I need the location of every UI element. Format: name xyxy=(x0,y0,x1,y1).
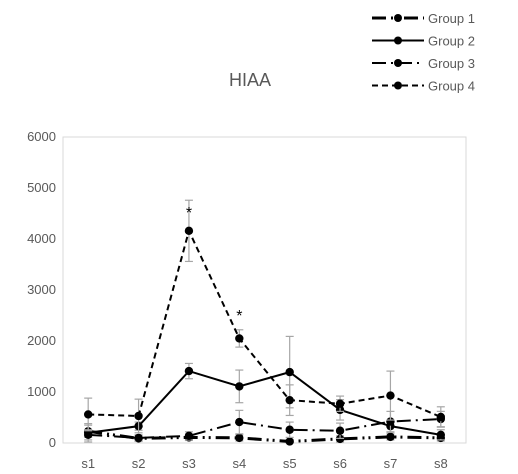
data-point xyxy=(335,399,345,408)
significance-marker: * xyxy=(186,205,192,222)
series-line xyxy=(88,227,442,418)
legend-label: Group 3 xyxy=(428,56,475,71)
legend-label: Group 1 xyxy=(428,11,475,26)
significance-marker: * xyxy=(236,308,242,325)
y-tick-label: 4000 xyxy=(27,231,56,246)
data-point xyxy=(184,226,194,236)
chart-title: HIAA xyxy=(229,70,271,90)
legend: Group 1 Group 2 Group 3 Group 4 xyxy=(372,11,475,94)
data-point xyxy=(436,412,446,422)
data-point xyxy=(235,334,244,343)
series-line xyxy=(88,418,441,439)
series-line xyxy=(87,429,441,443)
series-layer xyxy=(83,199,446,446)
data-point xyxy=(386,391,395,400)
data-point xyxy=(235,433,244,443)
annotations: ** xyxy=(186,205,243,325)
data-point xyxy=(285,367,294,377)
x-tick-label: s8 xyxy=(434,456,448,471)
data-point xyxy=(134,433,143,443)
data-point xyxy=(285,437,294,446)
data-point xyxy=(235,417,244,427)
legend-label: Group 2 xyxy=(428,34,475,49)
legend-marker xyxy=(394,14,402,22)
data-point xyxy=(235,382,244,391)
x-tick-label: s4 xyxy=(232,456,246,471)
x-tick-label: s6 xyxy=(333,456,347,471)
data-point xyxy=(83,430,93,440)
x-tick-label: s2 xyxy=(132,456,146,471)
x-tick-label: s5 xyxy=(283,456,297,471)
legend-marker xyxy=(394,81,402,90)
legend-label: Group 4 xyxy=(428,79,475,94)
series-4 xyxy=(83,199,446,434)
data-point xyxy=(134,411,143,421)
y-tick-label: 5000 xyxy=(27,180,56,195)
data-point xyxy=(285,395,294,405)
data-point xyxy=(436,430,446,440)
y-tick-label: 0 xyxy=(49,435,56,450)
x-axis: s1 s2 s3 s4 s5 s6 s7 s8 xyxy=(81,456,447,471)
plot-area xyxy=(62,136,467,444)
data-point xyxy=(285,425,294,434)
legend-marker xyxy=(394,59,402,67)
data-point xyxy=(83,410,93,419)
y-tick-label: 1000 xyxy=(27,384,56,399)
x-tick-label: s7 xyxy=(384,456,398,471)
x-tick-label: s1 xyxy=(81,456,95,471)
y-tick-label: 2000 xyxy=(27,333,56,348)
data-point xyxy=(184,366,194,376)
x-tick-label: s3 xyxy=(182,456,196,471)
y-tick-label: 6000 xyxy=(27,129,56,144)
data-point xyxy=(335,426,345,435)
legend-marker xyxy=(394,36,402,45)
data-point xyxy=(184,431,194,441)
y-tick-label: 3000 xyxy=(27,282,56,297)
y-axis: 0 1000 2000 3000 4000 5000 6000 xyxy=(27,129,56,450)
data-point xyxy=(386,432,395,442)
